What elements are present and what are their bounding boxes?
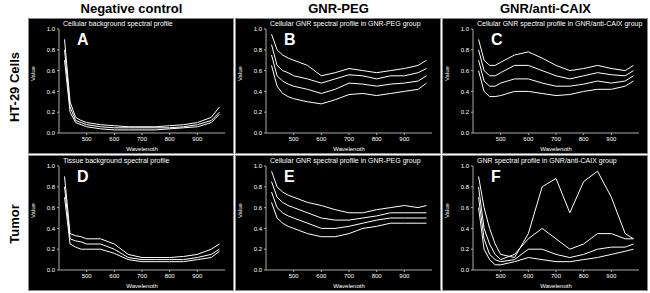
svg-text:Wavelength: Wavelength: [126, 283, 157, 288]
svg-text:900: 900: [606, 273, 617, 279]
svg-text:800: 800: [372, 273, 383, 279]
svg-text:500: 500: [496, 273, 507, 279]
svg-text:800: 800: [372, 136, 383, 142]
svg-text:800: 800: [579, 136, 590, 142]
svg-text:600: 600: [523, 273, 534, 279]
svg-text:900: 900: [606, 136, 617, 142]
svg-text:600: 600: [316, 273, 327, 279]
svg-text:0.8: 0.8: [47, 47, 56, 53]
svg-text:700: 700: [344, 136, 355, 142]
html-text:B: B: [284, 31, 296, 48]
svg-text:900: 900: [192, 136, 203, 142]
svg-text:1.0: 1.0: [461, 163, 470, 169]
html-text:Cellular background spectral p: Cellular background spectral profile: [63, 20, 173, 27]
svg-text:600: 600: [109, 136, 120, 142]
svg-text:0.8: 0.8: [461, 47, 470, 53]
html-text:Cellular GNR spectral profile: Cellular GNR spectral profile in GNR-PEG…: [270, 20, 421, 27]
html-text:Tumor: Tumor: [6, 203, 21, 244]
svg-text:0.6: 0.6: [254, 68, 263, 74]
svg-text:1.0: 1.0: [461, 26, 470, 32]
svg-text:Wavelength: Wavelength: [333, 283, 364, 288]
svg-text:1.0: 1.0: [254, 26, 263, 32]
svg-text:500: 500: [496, 136, 507, 142]
html-text:A: A: [77, 31, 89, 48]
svg-text:0.4: 0.4: [47, 89, 56, 95]
html-text:Tissue background spectral pro: Tissue background spectral profile: [63, 157, 170, 164]
svg-text:0.4: 0.4: [461, 226, 470, 232]
svg-text:Wavelength: Wavelength: [333, 146, 364, 151]
svg-text:Wavelength: Wavelength: [540, 146, 571, 151]
svg-text:500: 500: [82, 273, 93, 279]
svg-text:800: 800: [579, 273, 590, 279]
html-text:E: E: [284, 168, 295, 185]
html-text:Cellular GNR spectral profile: Cellular GNR spectral profile in GNR/ant…: [477, 20, 643, 27]
svg-text:600: 600: [523, 136, 534, 142]
svg-text:0.8: 0.8: [461, 184, 470, 190]
svg-text:0.0: 0.0: [461, 267, 470, 273]
svg-text:1.0: 1.0: [47, 163, 56, 169]
svg-text:Value: Value: [30, 202, 36, 218]
svg-text:1.0: 1.0: [254, 163, 263, 169]
svg-text:0.0: 0.0: [47, 130, 56, 136]
svg-text:600: 600: [109, 273, 120, 279]
html-text:HT-29 Cells: HT-29 Cells: [6, 51, 21, 122]
svg-text:Value: Value: [237, 202, 243, 218]
svg-text:500: 500: [289, 136, 300, 142]
html-text:Cellular GNR spectral profile: Cellular GNR spectral profile in GNR-PEG…: [270, 157, 421, 164]
svg-text:Value: Value: [237, 65, 243, 81]
svg-text:0.0: 0.0: [254, 130, 263, 136]
svg-text:0.4: 0.4: [47, 226, 56, 232]
svg-text:Wavelength: Wavelength: [540, 283, 571, 288]
svg-text:0.0: 0.0: [254, 267, 263, 273]
html-text:GNR/anti-CAIX: GNR/anti-CAIX: [500, 1, 591, 16]
svg-text:0.2: 0.2: [461, 109, 470, 115]
svg-text:0.8: 0.8: [47, 184, 56, 190]
svg-text:700: 700: [137, 273, 148, 279]
svg-text:Value: Value: [444, 65, 450, 81]
svg-text:0.2: 0.2: [254, 246, 263, 252]
svg-text:700: 700: [551, 136, 562, 142]
html-text:Negative control: Negative control: [80, 1, 183, 16]
svg-text:Wavelength: Wavelength: [126, 146, 157, 151]
svg-text:0.2: 0.2: [47, 246, 56, 252]
svg-text:500: 500: [82, 136, 93, 142]
html-text:GNR spectral profile in GNR/an: GNR spectral profile in GNR/anti-CAIX gr…: [477, 157, 617, 164]
svg-text:0.6: 0.6: [254, 205, 263, 211]
svg-text:500: 500: [289, 273, 300, 279]
svg-text:700: 700: [344, 273, 355, 279]
svg-text:700: 700: [137, 136, 148, 142]
svg-text:0.0: 0.0: [461, 130, 470, 136]
svg-text:0.6: 0.6: [47, 68, 56, 74]
svg-text:800: 800: [165, 136, 176, 142]
svg-text:0.6: 0.6: [47, 205, 56, 211]
svg-text:900: 900: [192, 273, 203, 279]
html-text:D: D: [77, 168, 89, 185]
svg-text:0.0: 0.0: [47, 267, 56, 273]
svg-text:0.6: 0.6: [461, 68, 470, 74]
svg-text:0.4: 0.4: [254, 226, 263, 232]
svg-text:0.2: 0.2: [254, 109, 263, 115]
svg-text:700: 700: [551, 273, 562, 279]
svg-text:0.4: 0.4: [254, 89, 263, 95]
svg-text:0.4: 0.4: [461, 89, 470, 95]
svg-text:1.0: 1.0: [47, 26, 56, 32]
svg-text:900: 900: [399, 273, 410, 279]
html-text:F: F: [491, 168, 501, 185]
svg-text:800: 800: [165, 273, 176, 279]
html-text:GNR-PEG: GNR-PEG: [308, 1, 369, 16]
svg-text:0.8: 0.8: [254, 184, 263, 190]
svg-text:900: 900: [399, 136, 410, 142]
svg-text:0.8: 0.8: [254, 47, 263, 53]
svg-text:0.2: 0.2: [47, 109, 56, 115]
svg-text:Value: Value: [444, 202, 450, 218]
svg-text:0.2: 0.2: [461, 246, 470, 252]
svg-text:Value: Value: [30, 65, 36, 81]
html-text:C: C: [491, 31, 503, 48]
svg-text:600: 600: [316, 136, 327, 142]
svg-text:0.6: 0.6: [461, 205, 470, 211]
